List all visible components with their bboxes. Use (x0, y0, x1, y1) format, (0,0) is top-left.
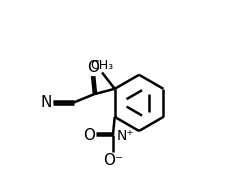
Text: O⁻: O⁻ (103, 153, 123, 168)
Text: O: O (83, 128, 95, 143)
Text: N⁺: N⁺ (117, 129, 134, 143)
Text: O: O (87, 60, 99, 75)
Text: N: N (41, 95, 52, 110)
Text: CH₃: CH₃ (91, 59, 114, 72)
